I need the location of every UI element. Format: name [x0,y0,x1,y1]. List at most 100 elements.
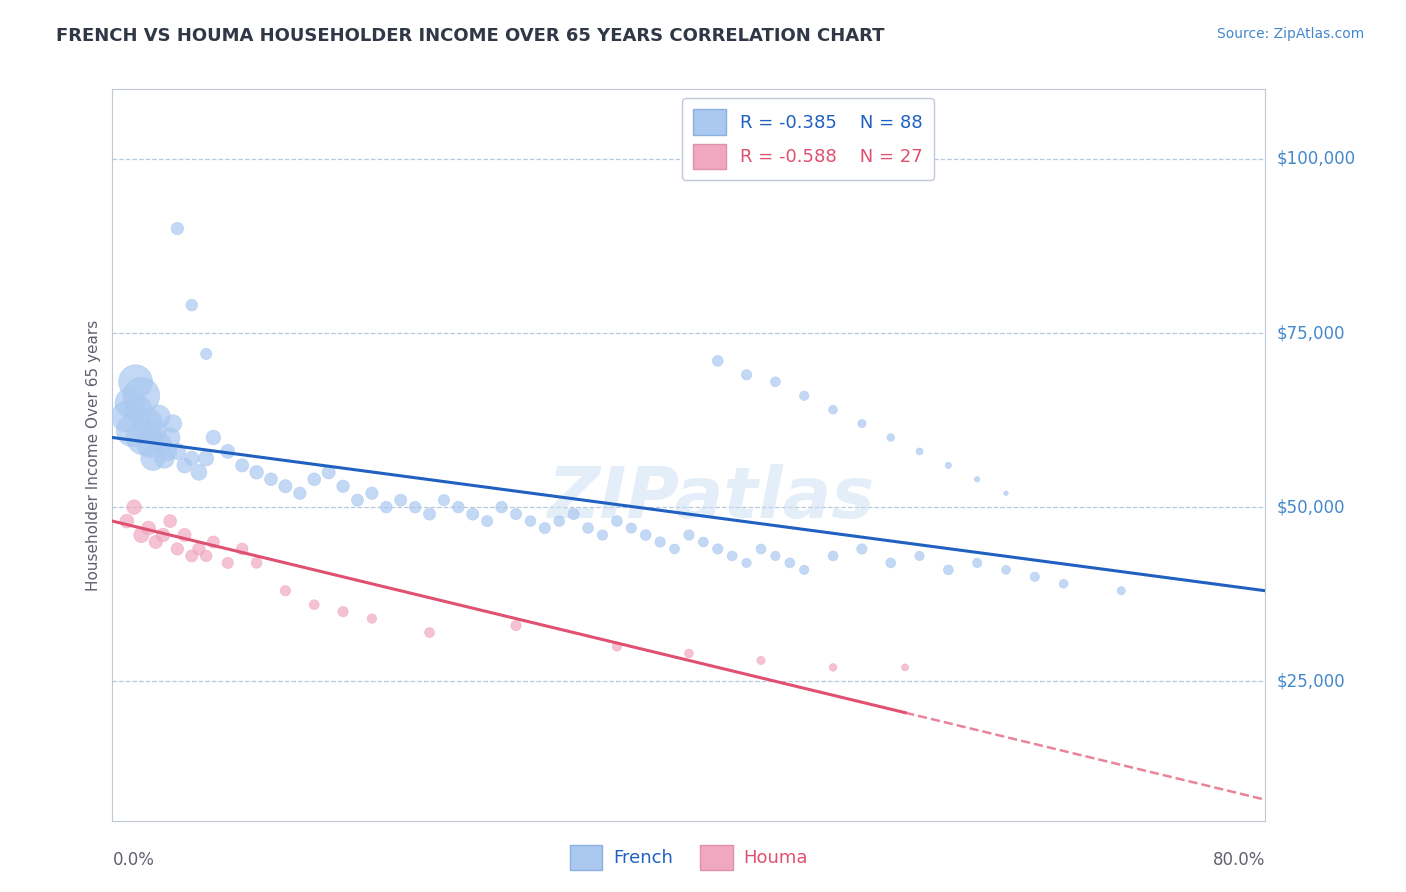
Point [145,424,167,438]
Point [245,466,267,480]
Point [936,563,959,577]
Point [475,514,498,528]
Point [188,541,211,556]
Point [592,528,614,542]
Point [706,354,728,368]
Point [332,479,354,493]
Point [153,451,176,466]
Point [156,444,179,458]
Point [180,451,202,466]
Point [195,451,218,466]
Point [851,541,873,556]
Point [115,514,138,528]
Point [821,549,844,563]
Point [995,486,1018,500]
Point [419,625,441,640]
Point [576,521,599,535]
Point [127,402,149,417]
Point [139,437,162,451]
Point [124,375,146,389]
Point [966,472,988,486]
Point [145,535,167,549]
Point [880,430,903,444]
Point [180,549,202,563]
Point [678,528,700,542]
Point [966,556,988,570]
Text: 80.0%: 80.0% [1213,851,1265,869]
Point [936,458,959,473]
Point [180,298,202,312]
Point [304,598,326,612]
Point [375,500,398,515]
Point [304,472,326,486]
Point [245,556,267,570]
Text: FRENCH VS HOUMA HOUSEHOLDER INCOME OVER 65 YEARS CORRELATION CHART: FRENCH VS HOUMA HOUSEHOLDER INCOME OVER … [56,27,884,45]
Point [519,514,541,528]
Point [447,500,470,515]
Point [606,514,628,528]
Point [606,640,628,654]
Point [1111,583,1133,598]
Point [389,493,412,508]
Text: $75,000: $75,000 [1277,324,1346,342]
Point [166,444,188,458]
Point [188,466,211,480]
Point [664,541,686,556]
Point [274,479,297,493]
Point [793,389,815,403]
Point [159,430,181,444]
Point [634,528,657,542]
Point [360,486,382,500]
Point [260,472,283,486]
Point [995,563,1018,577]
Point [195,347,218,361]
Point [749,653,772,667]
Point [533,521,555,535]
Text: $100,000: $100,000 [1277,150,1355,168]
Point [332,605,354,619]
Point [134,430,156,444]
Point [548,514,571,528]
Point [121,424,143,438]
Text: $50,000: $50,000 [1277,498,1346,516]
Point [129,389,153,403]
Point [122,500,145,515]
Point [202,535,225,549]
Point [678,647,700,661]
Point [148,409,170,424]
Point [166,221,188,235]
Point [908,444,931,458]
Point [433,493,456,508]
Point [1052,576,1074,591]
Point [706,541,728,556]
Point [779,556,801,570]
Point [851,417,873,431]
Point [1024,570,1046,584]
Point [136,417,159,431]
Point [231,541,253,556]
Point [505,507,527,521]
Point [821,402,844,417]
Point [735,556,758,570]
Point [129,528,153,542]
Text: ZIPatlas: ZIPatlas [548,465,876,533]
Point [202,430,225,444]
Point [793,563,815,577]
Point [173,528,195,542]
Point [461,507,484,521]
Point [821,660,844,674]
Point [162,417,184,431]
Point [749,541,772,556]
Point [346,493,368,508]
Point [166,541,188,556]
Point [138,521,160,535]
Point [288,486,311,500]
Text: $25,000: $25,000 [1277,673,1346,690]
Point [195,549,218,563]
Text: Source: ZipAtlas.com: Source: ZipAtlas.com [1216,27,1364,41]
Point [562,507,585,521]
Point [735,368,758,382]
Point [231,458,253,473]
Point [765,375,787,389]
Y-axis label: Householder Income Over 65 years: Householder Income Over 65 years [86,319,101,591]
